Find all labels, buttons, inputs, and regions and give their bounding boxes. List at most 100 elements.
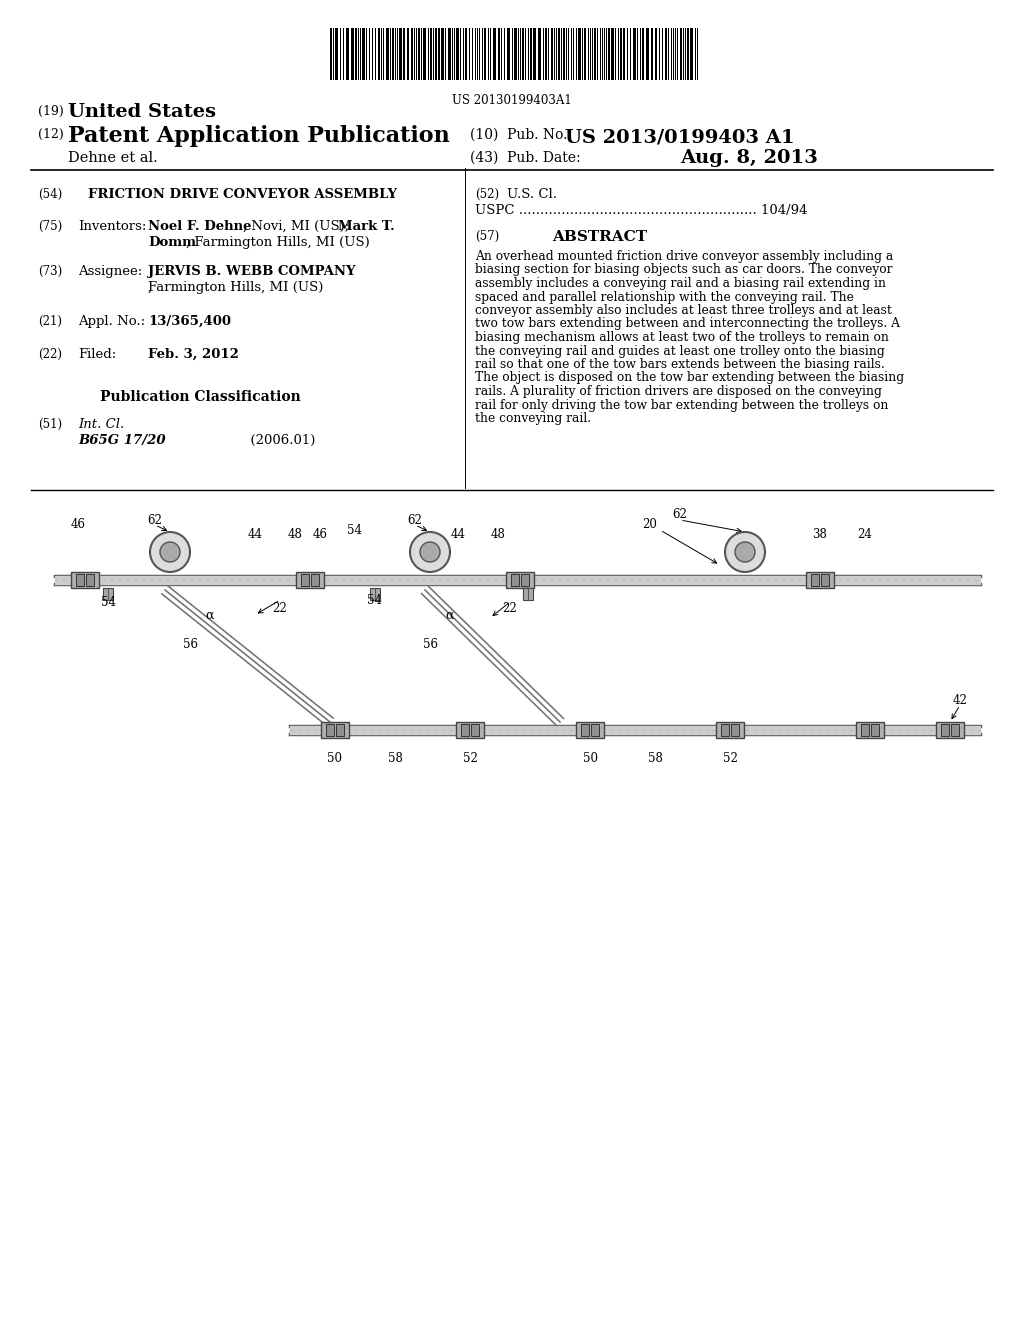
Text: Publication Classification: Publication Classification: [99, 389, 300, 404]
Bar: [438, 28, 440, 81]
Circle shape: [160, 543, 180, 562]
Bar: [523, 587, 534, 601]
Text: 24: 24: [857, 528, 872, 541]
FancyBboxPatch shape: [456, 722, 484, 738]
Bar: [871, 723, 879, 737]
Bar: [336, 723, 344, 737]
Bar: [941, 723, 949, 737]
Text: Appl. No.:: Appl. No.:: [78, 315, 145, 327]
Bar: [465, 28, 467, 81]
Bar: [578, 28, 581, 81]
Bar: [811, 574, 819, 586]
Bar: [530, 28, 532, 81]
Bar: [423, 28, 426, 81]
Bar: [346, 28, 349, 81]
Text: (43)  Pub. Date:: (43) Pub. Date:: [470, 150, 581, 165]
FancyBboxPatch shape: [856, 722, 884, 738]
Text: Inventors:: Inventors:: [78, 220, 146, 234]
Bar: [392, 28, 394, 81]
Bar: [441, 28, 444, 81]
Bar: [103, 587, 113, 601]
Text: , Farmington Hills, MI (US): , Farmington Hills, MI (US): [186, 236, 370, 249]
FancyBboxPatch shape: [71, 572, 99, 587]
Text: 20: 20: [643, 519, 657, 532]
Bar: [721, 723, 729, 737]
Bar: [687, 28, 689, 81]
Bar: [534, 28, 536, 81]
Bar: [435, 28, 437, 81]
Text: 54: 54: [368, 594, 383, 606]
Bar: [449, 28, 451, 81]
Bar: [407, 28, 409, 81]
Bar: [581, 723, 589, 737]
Text: 54: 54: [100, 595, 116, 609]
Text: (22): (22): [38, 348, 62, 360]
Text: biasing section for biasing objects such as car doors. The conveyor: biasing section for biasing objects such…: [475, 264, 893, 276]
Text: spaced and parallel relationship with the conveying rail. The: spaced and parallel relationship with th…: [475, 290, 854, 304]
Circle shape: [725, 532, 765, 572]
Text: ,: ,: [148, 281, 153, 294]
Circle shape: [420, 543, 440, 562]
Bar: [545, 28, 547, 81]
Text: U.S. Cl.: U.S. Cl.: [507, 187, 557, 201]
Bar: [651, 28, 653, 81]
Bar: [430, 28, 432, 81]
Bar: [821, 574, 829, 586]
Bar: [646, 28, 649, 81]
Text: 22: 22: [503, 602, 517, 615]
Text: 46: 46: [71, 519, 85, 532]
Text: Domm: Domm: [148, 236, 196, 249]
Bar: [665, 28, 667, 81]
Text: 22: 22: [272, 602, 288, 615]
Bar: [642, 28, 644, 81]
Text: 13/365,400: 13/365,400: [148, 315, 231, 327]
FancyBboxPatch shape: [296, 572, 324, 587]
Bar: [418, 28, 420, 81]
Bar: [456, 28, 459, 81]
Circle shape: [735, 543, 755, 562]
Text: rails. A plurality of friction drivers are disposed on the conveying: rails. A plurality of friction drivers a…: [475, 385, 882, 399]
Bar: [655, 28, 657, 81]
Bar: [861, 723, 869, 737]
Text: United States: United States: [68, 103, 216, 121]
FancyBboxPatch shape: [806, 572, 834, 587]
Text: Dehne et al.: Dehne et al.: [68, 150, 158, 165]
FancyBboxPatch shape: [716, 722, 744, 738]
Text: 46: 46: [312, 528, 328, 541]
Text: 52: 52: [463, 751, 477, 764]
Text: (73): (73): [38, 265, 62, 279]
Text: 48: 48: [288, 528, 302, 541]
Text: 62: 62: [147, 513, 163, 527]
Bar: [731, 723, 739, 737]
Bar: [370, 587, 380, 601]
Text: (75): (75): [38, 220, 62, 234]
Bar: [411, 28, 413, 81]
Text: 56: 56: [182, 639, 198, 652]
Text: Noel F. Dehne: Noel F. Dehne: [148, 220, 252, 234]
Bar: [351, 28, 354, 81]
Bar: [484, 28, 486, 81]
Bar: [498, 28, 500, 81]
Bar: [558, 28, 560, 81]
Bar: [86, 574, 94, 586]
Text: (51): (51): [38, 418, 62, 432]
Text: Feb. 3, 2012: Feb. 3, 2012: [148, 348, 239, 360]
Bar: [362, 28, 365, 81]
Text: (52): (52): [475, 187, 499, 201]
Text: 50: 50: [328, 751, 342, 764]
Text: (54): (54): [38, 187, 62, 201]
Text: JERVIS B. WEBB COMPANY: JERVIS B. WEBB COMPANY: [148, 265, 355, 279]
Text: the conveying rail.: the conveying rail.: [475, 412, 591, 425]
Text: Aug. 8, 2013: Aug. 8, 2013: [680, 149, 818, 168]
Text: 44: 44: [248, 528, 262, 541]
Bar: [507, 28, 510, 81]
Bar: [511, 574, 519, 586]
Text: The object is disposed on the tow bar extending between the biasing: The object is disposed on the tow bar ex…: [475, 371, 904, 384]
Text: α: α: [445, 609, 455, 622]
Bar: [493, 28, 496, 81]
Text: the conveying rail and guides at least one trolley onto the biasing: the conveying rail and guides at least o…: [475, 345, 885, 358]
FancyBboxPatch shape: [936, 722, 964, 738]
Bar: [311, 574, 319, 586]
Circle shape: [150, 532, 190, 572]
Text: 58: 58: [647, 751, 663, 764]
